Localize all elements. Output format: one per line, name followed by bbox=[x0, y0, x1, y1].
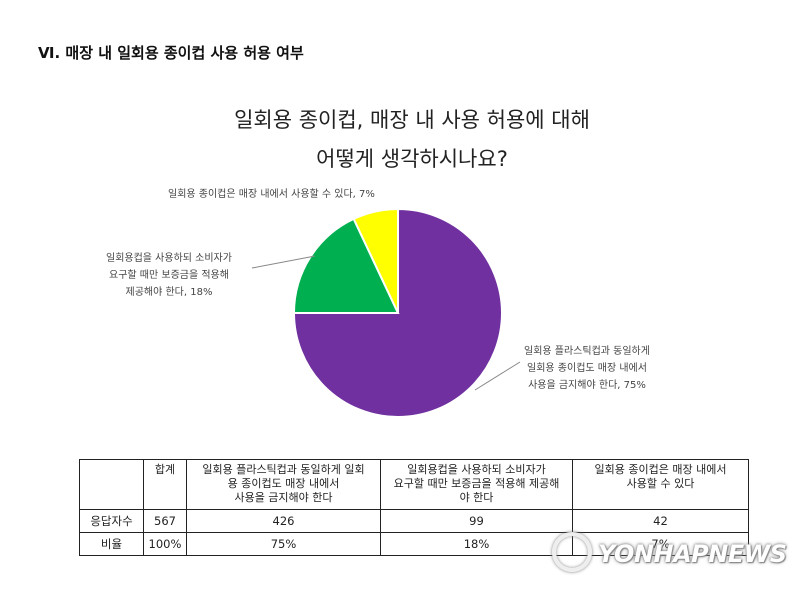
cell: 42 bbox=[572, 509, 749, 533]
pie-slice-75 bbox=[292, 207, 503, 418]
data-label-7: 일회용 종이컵은 매장 내에서 사용할 수 있다, 7% bbox=[168, 189, 375, 200]
cell: 99 bbox=[380, 509, 573, 533]
table-header-row: 합계 일회용 플라스틱컵과 동일하게 일회 용 종이컵도 매장 내에서 사용을 … bbox=[79, 459, 749, 510]
chart-title-line-1: 일회용 종이컵, 매장 내 사용 허용에 대해 bbox=[234, 108, 590, 132]
yonhap-logo-icon bbox=[552, 532, 592, 572]
table-row: 응답자수 567 426 99 42 bbox=[79, 509, 749, 533]
table-row: 비율 100% 75% 18% 7% bbox=[79, 532, 749, 556]
header-allow: 일회용 종이컵은 매장 내에서 사용할 수 있다 bbox=[572, 459, 749, 510]
section-title: Ⅵ. 매장 내 일회용 종이컵 사용 허용 여부 bbox=[38, 44, 304, 62]
row-label: 비율 bbox=[79, 532, 144, 556]
cell: 75% bbox=[186, 532, 381, 556]
cell: 18% bbox=[380, 532, 573, 556]
leader-line-75 bbox=[474, 361, 521, 391]
data-label-75: 일회용 플라스틱컵과 동일하게 일회용 종이컵도 매장 내에서 사용을 금지해야… bbox=[524, 346, 650, 391]
cell: 100% bbox=[143, 532, 187, 556]
header-ban: 일회용 플라스틱컵과 동일하게 일회 용 종이컵도 매장 내에서 사용을 금지해… bbox=[186, 459, 381, 510]
pie-slice-7 bbox=[352, 207, 399, 314]
watermark: YONHAPNEWS bbox=[598, 540, 787, 568]
cell: 567 bbox=[143, 509, 187, 533]
data-label-18: 일회용컵을 사용하되 소비자가 요구할 때만 보증금을 적용해 제공해야 한다,… bbox=[106, 253, 232, 298]
cell: 426 bbox=[186, 509, 381, 533]
leader-line-18 bbox=[251, 255, 316, 269]
chart-title-line-2: 어떻게 생각하시나요? bbox=[316, 147, 508, 171]
data-table: 합계 일회용 플라스틱컵과 동일하게 일회 용 종이컵도 매장 내에서 사용을 … bbox=[79, 459, 749, 556]
header-deposit: 일회용컵을 사용하되 소비자가 요구할 때만 보증금을 적용해 제공해 야 한다 bbox=[380, 459, 573, 510]
header-total: 합계 bbox=[143, 459, 187, 510]
header-empty bbox=[79, 459, 144, 510]
cell: 7% bbox=[572, 532, 749, 556]
row-label: 응답자수 bbox=[79, 509, 144, 533]
